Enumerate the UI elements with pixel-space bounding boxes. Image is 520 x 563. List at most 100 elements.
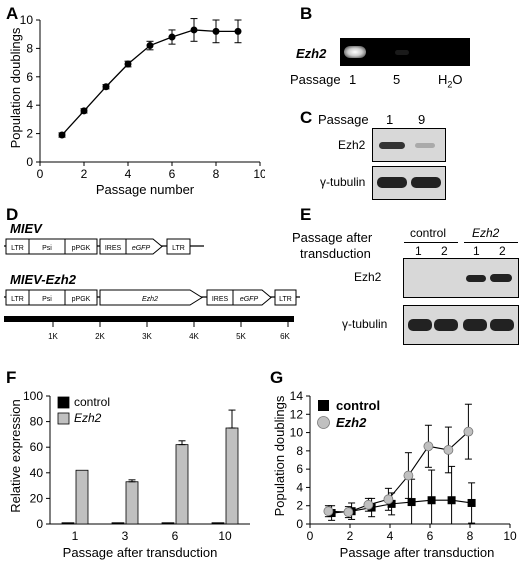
element-ppgk-label: pPGK: [72, 245, 91, 252]
chart-a-point: [102, 83, 110, 91]
element-ltr: [166, 238, 191, 255]
chart-f-legend-swatch: [57, 412, 70, 425]
blot-e-lane: 2: [441, 244, 448, 258]
chart-g-point-ezh2: [463, 426, 474, 437]
chart-f: Relative expression Passage after transd…: [8, 389, 250, 560]
scale-tick-3k: 3K: [142, 332, 152, 341]
chart-g-point-control: [447, 496, 456, 505]
chart-g-y-tick-label: 12: [290, 407, 304, 421]
chart-f-y-tick-label: 40: [30, 466, 44, 480]
scale-tick-5k: 5K: [236, 332, 246, 341]
element-ppgk-label: pPGK: [72, 296, 91, 303]
scale-tick-2k: 2K: [95, 332, 105, 341]
chart-g-legend-swatch: [318, 400, 329, 411]
blot-c-lane-1: 1: [386, 112, 394, 127]
chart-f-x-tick-label: 3: [122, 529, 129, 543]
chart-a-xlabel: Passage number: [96, 182, 195, 197]
chart-g-point-control: [467, 498, 476, 507]
blot-band: [415, 143, 435, 148]
chart-a-point: [212, 27, 220, 35]
chart-a-x-tick-label: 4: [125, 167, 132, 181]
panel-label-g: G: [270, 368, 284, 387]
chart-g-x-tick-label: 10: [503, 529, 517, 543]
chart-f-bar-ezh2: [175, 444, 189, 525]
chart-f-bar-control: [61, 522, 75, 525]
element-ltr-label: LTR: [11, 245, 24, 252]
blot-band: [490, 274, 512, 282]
gel-lane-h2o: H2O: [438, 72, 463, 90]
chart-f-bar-control: [111, 522, 125, 525]
chart-f-legend-label: control: [74, 395, 110, 409]
scale-bar: [4, 316, 294, 322]
element-ires-label: IRES: [105, 245, 122, 252]
blot-e-ezh2: [403, 258, 519, 298]
blot-c-header: Passage: [318, 112, 369, 127]
chart-f-y-tick-label: 100: [23, 389, 43, 403]
construct-1-name: MIEV: [10, 221, 43, 236]
chart-f-bar-ezh2: [125, 481, 139, 525]
chart-g-point-ezh2: [443, 445, 454, 455]
blot-e-lane: 2: [499, 244, 506, 258]
chart-g-legend-swatch: [317, 416, 330, 429]
chart-g-point-control: [407, 498, 416, 507]
scale-tick-6k: 6K: [280, 332, 290, 341]
element-psi-label: Psi: [42, 296, 52, 303]
blot-band: [379, 142, 405, 149]
chart-f-y-tick-label: 80: [30, 415, 44, 429]
chart-a-point: [234, 27, 242, 35]
chart-a: Population doublings Passage number 0 2 4 6…: [8, 13, 265, 197]
blot-band: [490, 319, 514, 331]
chart-f-x-tick-label: 10: [218, 529, 232, 543]
chart-g-x-tick-label: 2: [347, 529, 354, 543]
construct-2-name: MIEV-Ezh2: [10, 272, 77, 287]
chart-g-y-tick-label: 2: [296, 499, 303, 513]
chart-g-y-tick-label: 6: [296, 462, 303, 476]
blot-band: [463, 319, 487, 331]
chart-a-y-tick-label: 0: [26, 155, 33, 169]
element-psi-label: Psi: [42, 245, 52, 252]
construct-2-elements: LTR Psi pPGK Ezh2 IRES eGFP LTR: [5, 289, 297, 306]
scale-tick-4k: 4K: [189, 332, 199, 341]
element-ltr-label: LTR: [11, 296, 24, 303]
chart-a-point: [168, 33, 176, 41]
blot-c-lane-9: 9: [418, 112, 426, 127]
element-ltr-label: LTR: [172, 245, 185, 252]
chart-a-point: [124, 60, 132, 68]
chart-a-point: [146, 42, 154, 50]
chart-g: Population doublings Passage after trans…: [272, 389, 517, 560]
gel-band-5: [395, 50, 409, 55]
chart-a-x-tick-label: 2: [81, 167, 88, 181]
element-ppgk: [64, 238, 98, 255]
element-egfp: [232, 289, 272, 306]
chart-f-x-tick-label: 1: [72, 529, 79, 543]
pcr-gel: [340, 38, 470, 66]
element-egfp-label: eGFP: [132, 245, 151, 252]
element-ppgk: [64, 289, 98, 306]
panel-label-c: C: [300, 108, 313, 127]
chart-g-point-ezh2: [343, 507, 354, 518]
blot-band: [434, 319, 458, 331]
chart-g-point-ezh2: [383, 494, 394, 505]
chart-g-point-ezh2: [323, 506, 334, 517]
chart-g-point-ezh2: [363, 499, 374, 510]
blot-e-lane: 1: [473, 244, 480, 258]
element-egfp: [125, 238, 163, 255]
chart-g-x-tick-label: 4: [387, 529, 394, 543]
chart-f-bar-ezh2: [225, 427, 239, 525]
construct-map: MIEV LTR Psi pPGK IRES eGFP LTR MIEV-Ezh…: [4, 221, 300, 341]
chart-f-xlabel: Passage after transduction: [63, 545, 218, 560]
blot-c-row-ezh2: Ezh2: [338, 138, 366, 152]
element-ires-label: IRES: [212, 296, 229, 303]
chart-g-y-tick-label: 10: [290, 426, 304, 440]
chart-g-x-tick-label: 0: [307, 529, 314, 543]
chart-f-legend-label: Ezh2: [74, 411, 102, 425]
chart-a-x-tick-label: 0: [37, 167, 44, 181]
chart-g-y-tick-label: 14: [290, 389, 304, 403]
blot-e-lane: 1: [415, 244, 422, 258]
chart-a-y-tick-label: 6: [26, 70, 33, 84]
chart-g-point-control: [387, 499, 396, 508]
element-ezh2: [99, 289, 203, 306]
blot-e-tubulin: [403, 305, 519, 345]
chart-g-ylabel: Population doublings: [272, 395, 287, 516]
blot-e-group-control-line: [404, 242, 458, 243]
